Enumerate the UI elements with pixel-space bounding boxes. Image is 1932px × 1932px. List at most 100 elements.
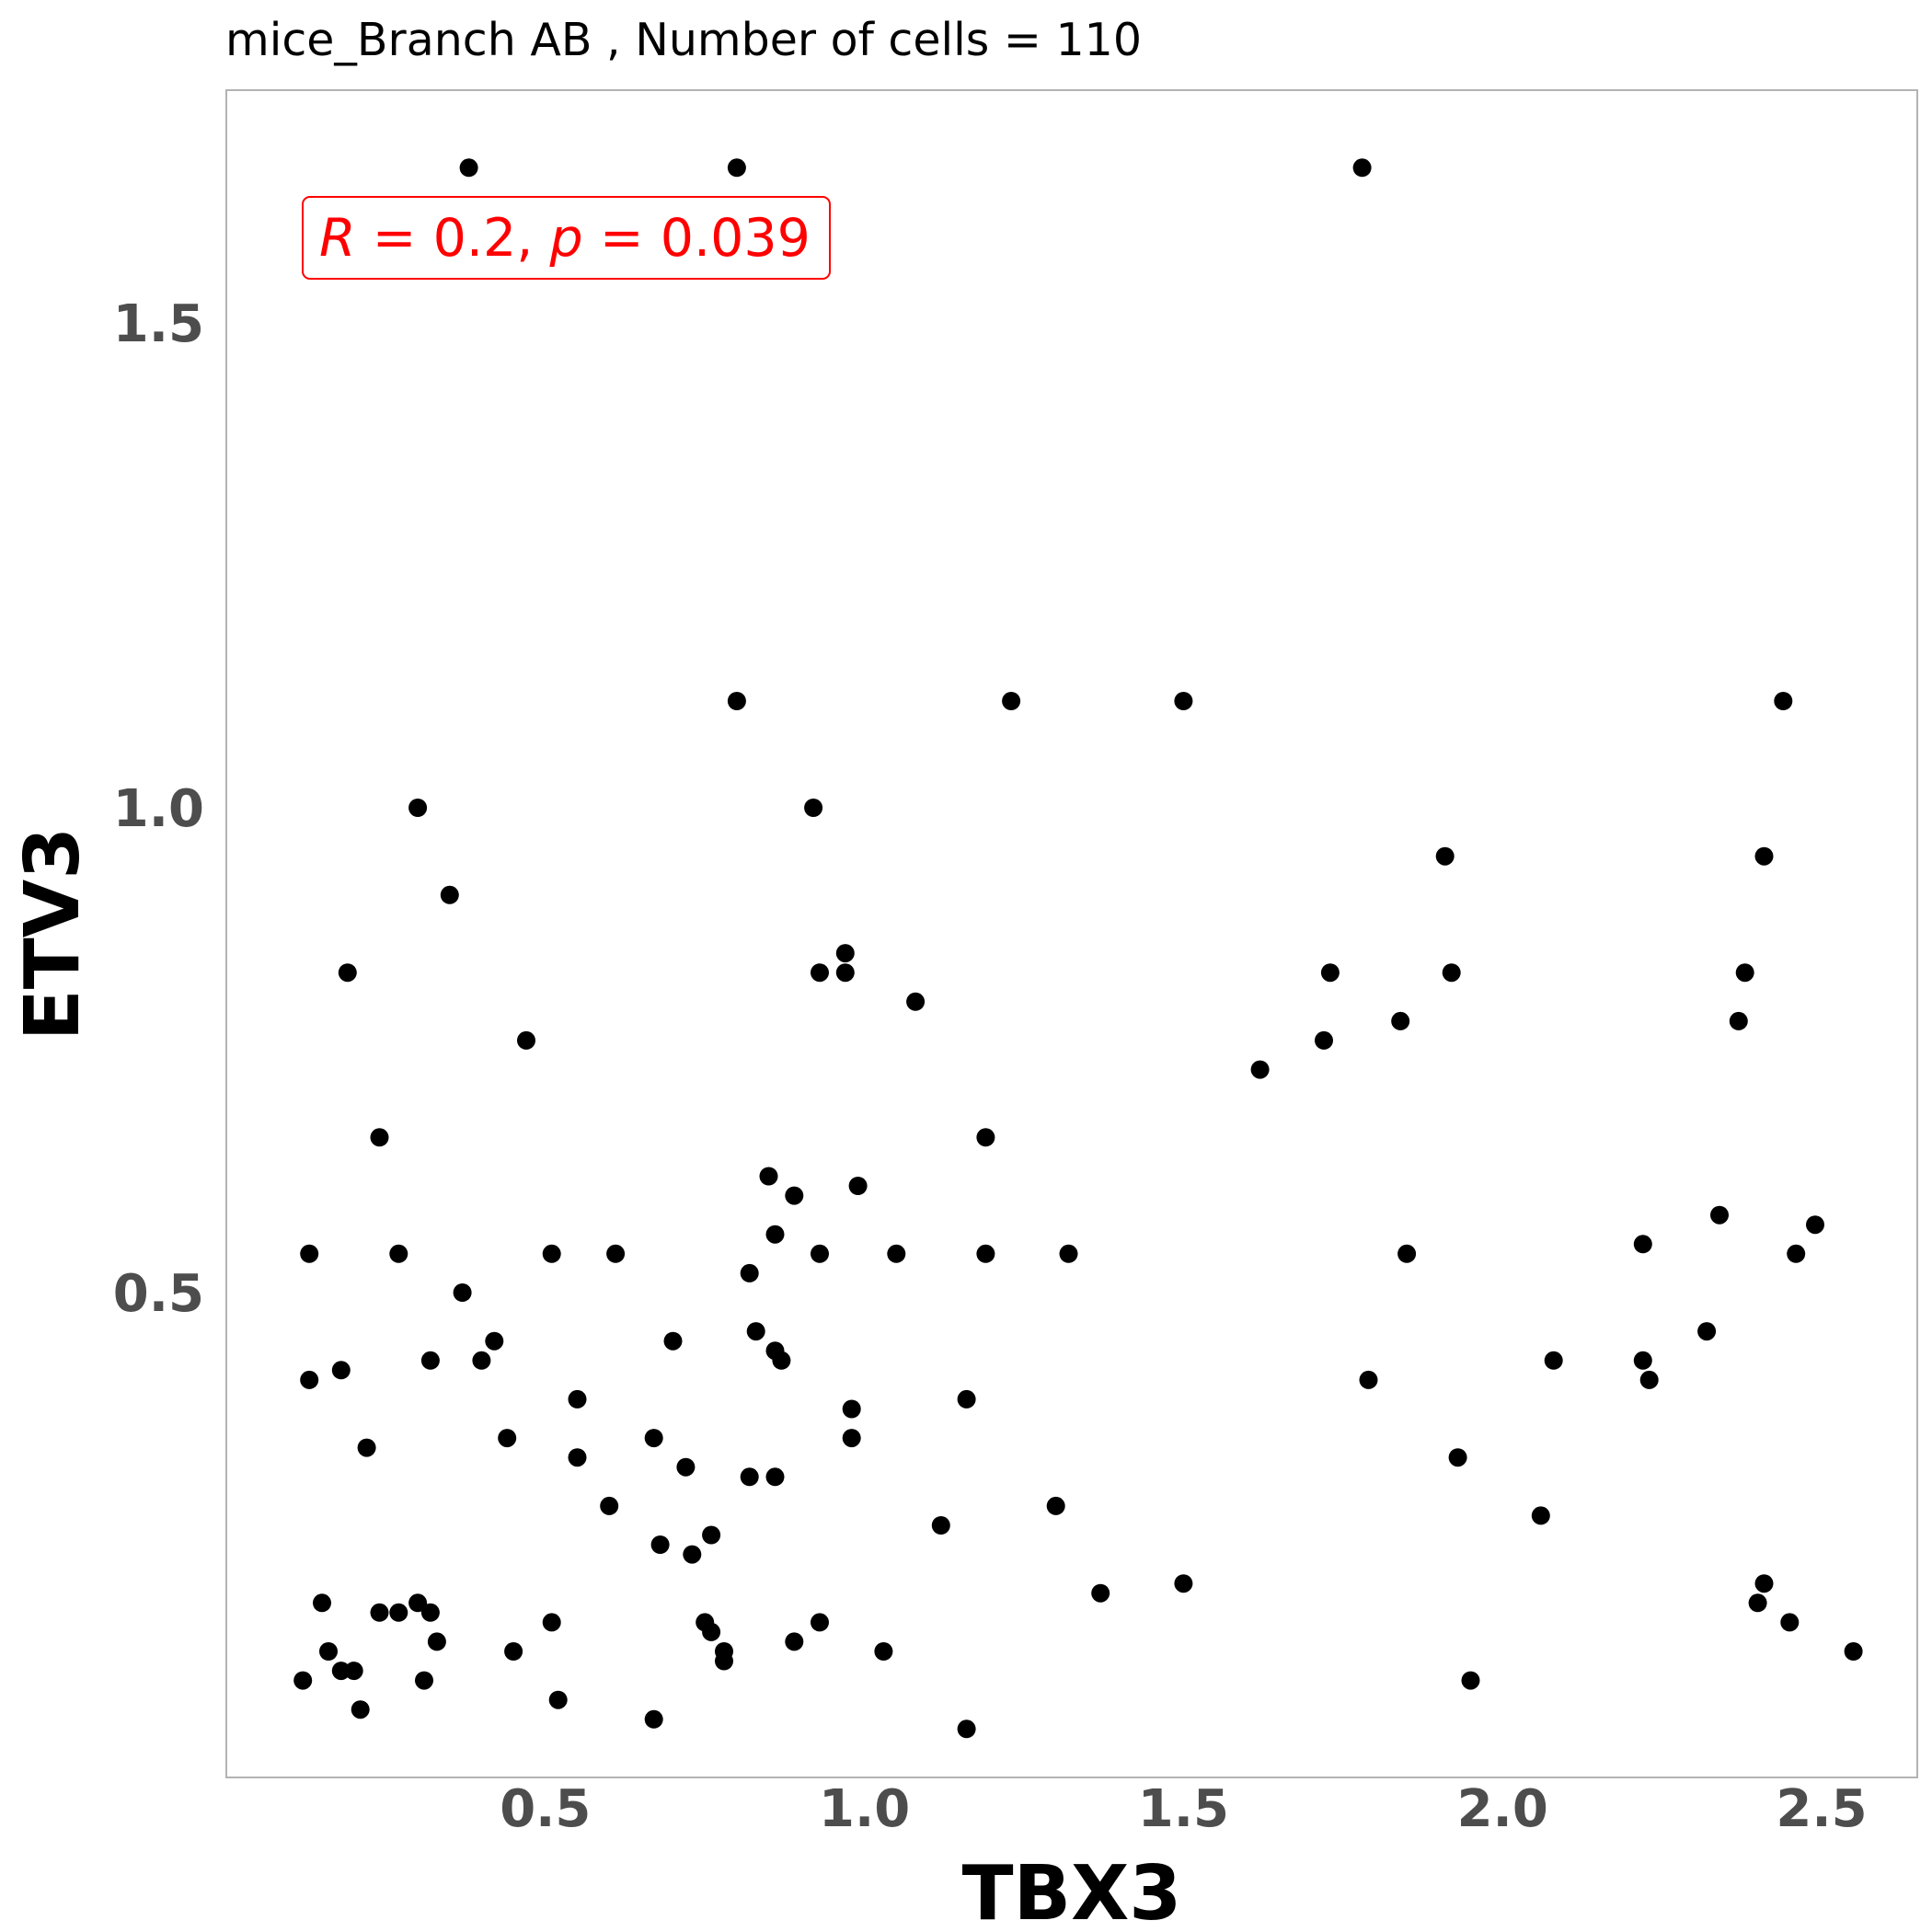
data-point-80: [1091, 1583, 1110, 1603]
data-point-87: [420, 1603, 440, 1622]
data-point-0: [459, 158, 478, 178]
data-point-36: [542, 1244, 561, 1263]
data-point-31: [1806, 1215, 1824, 1235]
x-tick-label-2: 1.5: [1138, 1779, 1229, 1839]
data-point-35: [389, 1244, 408, 1263]
data-point-46: [746, 1322, 765, 1341]
data-point-16: [1320, 963, 1340, 983]
data-point-106: [548, 1690, 568, 1709]
data-point-12: [835, 944, 855, 963]
data-point-63: [498, 1429, 517, 1448]
data-point-5: [1174, 692, 1193, 710]
data-point-67: [568, 1448, 587, 1467]
data-point-66: [357, 1438, 376, 1457]
data-point-85: [370, 1603, 389, 1622]
data-point-20: [1391, 1011, 1410, 1030]
y-axis-title: ETV3: [9, 827, 97, 1041]
data-point-23: [1315, 1030, 1333, 1050]
data-point-94: [785, 1632, 804, 1651]
data-point-104: [415, 1671, 433, 1690]
data-point-21: [1729, 1011, 1748, 1030]
data-point-84: [1748, 1593, 1767, 1613]
data-point-79: [1174, 1574, 1193, 1593]
data-point-53: [472, 1351, 491, 1370]
data-point-105: [1461, 1671, 1480, 1690]
data-point-86: [389, 1603, 408, 1622]
data-point-13: [811, 963, 829, 983]
data-point-59: [300, 1370, 319, 1389]
y-tick-label-2: 1.5: [113, 294, 204, 354]
data-point-43: [1787, 1244, 1806, 1263]
data-point-101: [344, 1662, 363, 1681]
data-point-29: [785, 1186, 804, 1205]
data-point-37: [606, 1244, 626, 1263]
data-point-49: [663, 1331, 683, 1351]
correlation-annotation-box: [302, 196, 831, 280]
comma-separator: ,: [516, 208, 549, 269]
data-point-75: [931, 1516, 950, 1535]
data-point-52: [420, 1351, 440, 1370]
data-point-58: [1639, 1370, 1659, 1389]
p-symbol: p: [549, 208, 583, 269]
data-point-95: [319, 1642, 338, 1661]
data-point-91: [1780, 1613, 1800, 1632]
plot-frame: [225, 89, 1918, 1778]
data-point-72: [600, 1496, 619, 1515]
data-point-60: [568, 1389, 587, 1409]
data-point-100: [715, 1651, 733, 1671]
data-point-27: [759, 1167, 778, 1186]
data-point-68: [676, 1457, 696, 1477]
data-point-83: [408, 1593, 428, 1613]
x-tick-label-0: 0.5: [500, 1779, 591, 1839]
data-point-40: [976, 1244, 995, 1263]
data-point-2: [1352, 158, 1372, 178]
data-point-96: [504, 1642, 523, 1661]
r-symbol: R: [319, 208, 356, 269]
data-point-70: [740, 1467, 759, 1487]
data-point-17: [1442, 963, 1461, 983]
data-point-6: [1774, 692, 1793, 710]
data-point-82: [313, 1593, 331, 1613]
data-point-32: [765, 1225, 785, 1244]
data-point-19: [906, 992, 926, 1011]
data-point-34: [300, 1244, 319, 1263]
data-point-25: [370, 1128, 389, 1147]
r-value: 0.2: [433, 208, 517, 269]
data-point-26: [976, 1128, 995, 1147]
data-point-45: [453, 1283, 472, 1302]
y-axis-ticks: 0.5 1.0 1.5: [113, 294, 204, 1324]
p-value: 0.039: [661, 208, 811, 269]
data-point-88: [542, 1613, 561, 1632]
data-point-64: [644, 1429, 663, 1448]
r-equals: =: [356, 208, 433, 269]
data-point-48: [485, 1331, 504, 1351]
data-point-55: [1544, 1351, 1563, 1370]
data-point-71: [765, 1467, 785, 1487]
correlation-annotation: R = 0.2, p = 0.039: [302, 196, 831, 280]
data-point-10: [1754, 846, 1774, 866]
data-point-42: [1397, 1244, 1417, 1263]
x-tick-label-4: 2.5: [1776, 1779, 1867, 1839]
data-point-4: [1002, 692, 1021, 710]
data-point-30: [1710, 1205, 1729, 1225]
data-point-109: [957, 1719, 976, 1739]
data-point-1: [727, 158, 746, 178]
data-point-65: [842, 1429, 861, 1448]
chart-title: mice_Branch AB , Number of cells = 110: [225, 14, 1142, 66]
data-point-78: [683, 1545, 702, 1564]
data-point-28: [848, 1177, 868, 1195]
x-axis-ticks: 0.5 1.0 1.5 2.0 2.5: [500, 1779, 1867, 1839]
data-point-77: [650, 1535, 670, 1554]
data-point-74: [1531, 1506, 1550, 1525]
data-point-15: [338, 963, 357, 983]
data-point-33: [1633, 1235, 1652, 1254]
data-point-41: [1059, 1244, 1078, 1263]
data-point-76: [702, 1525, 721, 1545]
data-point-90: [811, 1613, 829, 1632]
data-point-98: [874, 1642, 893, 1661]
data-point-108: [644, 1709, 663, 1729]
data-point-39: [887, 1244, 906, 1263]
data-point-44: [740, 1263, 759, 1282]
x-tick-label-3: 2.0: [1457, 1779, 1548, 1839]
